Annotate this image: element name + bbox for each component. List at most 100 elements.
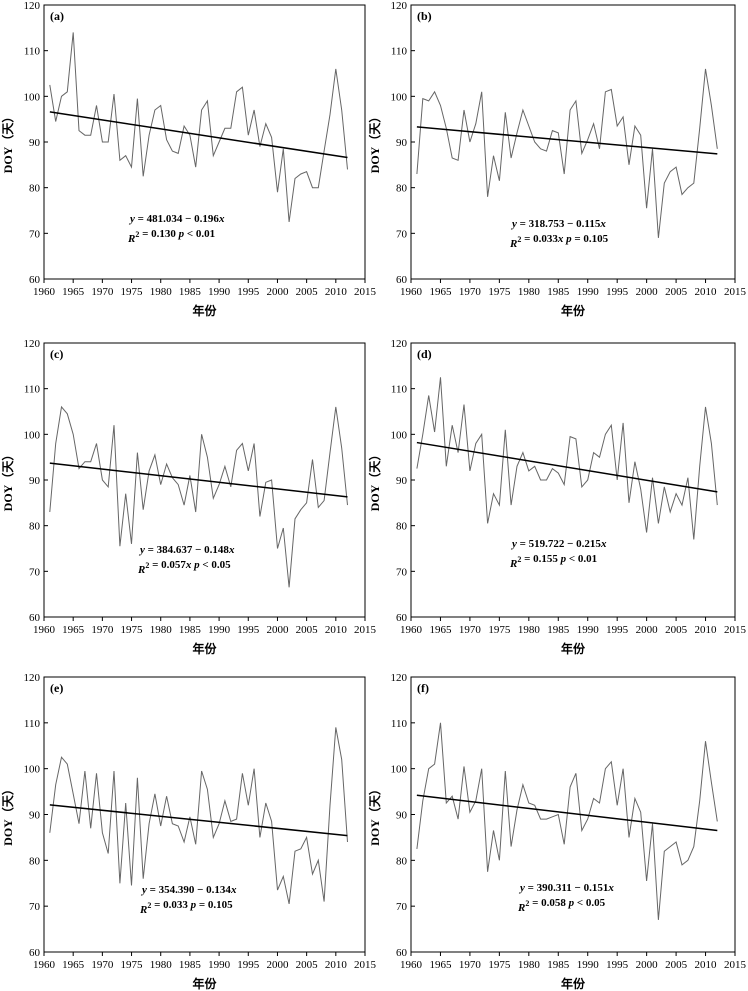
y-tick-label: 90 [396,137,408,149]
x-axis-title: 年份 [192,976,217,991]
x-tick-label: 1965 [429,286,452,298]
x-tick-label: 2010 [695,959,718,971]
y-tick-label: 110 [391,718,408,730]
x-tick-label: 1990 [577,959,600,971]
x-tick-label: 1985 [547,959,570,971]
x-tick-label: 1980 [150,286,173,298]
x-tick-label: 1965 [62,624,85,636]
y-tick-label: 100 [24,429,41,441]
chart-panel-f: 60 70 80 90 100 110 120 1960 1965 1970 1975 1980 198… [367,672,747,991]
x-tick-label: 1960 [400,959,423,971]
x-tick-label: 1980 [518,959,541,971]
x-tick-label: 1980 [518,624,541,636]
x-tick-label: 1960 [400,286,423,298]
x-tick-label: 2005 [296,286,319,298]
x-tick-label: 2015 [724,624,747,636]
x-tick-label: 2005 [665,286,688,298]
panel-label: (c) [50,347,63,361]
y-tick-label: 80 [29,183,41,195]
x-tick-label: 1960 [33,286,56,298]
y-tick-label: 80 [396,183,408,195]
regression-equation: y = 384.637 − 0.148x [138,544,235,556]
x-tick-label: 1990 [208,959,231,971]
x-tick-label: 1985 [547,624,570,636]
chart-panel-c: 60 70 80 90 100 110 120 1960 1965 1970 1975 1980 198… [0,338,377,656]
x-tick-label: 1965 [429,624,452,636]
x-tick-label: 2010 [325,624,348,636]
doy-series-line [49,405,348,588]
x-axis-title: 年份 [192,303,217,318]
y-tick-label: 60 [396,947,408,959]
y-tick-label: 120 [391,672,408,684]
x-tick-label: 1995 [606,624,629,636]
chart-panel-b: 60 70 80 90 100 110 120 1960 1965 1970 1975 1980 198… [367,0,747,318]
x-tick-label: 1980 [518,286,541,298]
panel-label: (d) [417,347,432,361]
x-tick-label: 1985 [179,624,202,636]
y-axis-title: DOY（天） [367,449,382,512]
x-tick-label: 2010 [325,959,348,971]
y-tick-label: 110 [391,384,408,396]
x-tick-label: 1980 [150,959,173,971]
x-axis-title: 年份 [561,976,586,991]
doy-series-line [49,32,348,222]
y-tick-label: 100 [391,429,408,441]
y-tick-label: 70 [396,901,408,913]
x-tick-label: 1970 [459,286,482,298]
doy-series-line [416,68,718,238]
y-tick-label: 100 [24,91,41,103]
x-tick-label: 2000 [636,624,659,636]
y-tick-label: 100 [391,764,408,776]
trend-line [49,111,348,159]
regression-stats: R2 = 0.033x p = 0.105 [509,233,609,250]
x-tick-label: 1990 [577,624,600,636]
y-tick-label: 60 [29,947,41,959]
y-tick-label: 70 [396,228,408,240]
y-axis-title: DOY（天） [0,783,15,846]
x-tick-label: 1985 [179,286,202,298]
x-axis-title: 年份 [192,641,217,656]
x-tick-label: 1995 [237,959,260,971]
y-tick-label: 120 [24,672,41,684]
x-tick-label: 2010 [695,624,718,636]
x-tick-label: 1980 [150,624,173,636]
x-tick-label: 1965 [62,286,85,298]
x-tick-label: 2000 [266,286,289,298]
y-tick-label: 70 [29,901,41,913]
regression-equation: y = 318.753 − 0.115x [510,218,606,230]
trend-line [416,441,718,493]
x-tick-label: 1990 [577,286,600,298]
y-tick-label: 90 [396,810,408,822]
panel-label: (f) [417,681,429,695]
x-tick-label: 2005 [665,959,688,971]
y-axis-title: DOY（天） [0,111,15,174]
x-tick-label: 2005 [296,959,319,971]
x-tick-label: 2015 [354,624,377,636]
chart-panel-d: 60 70 80 90 100 110 120 1960 1965 1970 1975 1980 198… [367,338,747,656]
y-tick-label: 100 [24,764,41,776]
x-tick-label: 1985 [179,959,202,971]
y-tick-label: 110 [24,384,41,396]
x-tick-label: 2015 [724,959,747,971]
y-tick-label: 60 [396,612,408,624]
y-tick-label: 110 [391,46,408,58]
y-tick-label: 120 [391,338,408,350]
x-tick-label: 2010 [325,286,348,298]
doy-series-line [416,722,718,920]
regression-equation: y = 481.034 − 0.196x [128,213,225,225]
x-tick-label: 1960 [33,624,56,636]
x-tick-label: 2000 [636,959,659,971]
y-tick-label: 60 [396,274,408,286]
panel-label: (a) [50,9,64,23]
x-tick-label: 2005 [296,624,319,636]
x-tick-label: 1990 [208,624,231,636]
y-tick-label: 80 [396,855,408,867]
x-tick-label: 1985 [547,286,570,298]
trend-line [416,126,718,155]
x-tick-label: 2010 [695,286,718,298]
chart-panel-a: 60 70 80 90 100 110 120 1960 1965 1970 1975 1980 198… [0,0,377,318]
doy-series-line [416,377,718,540]
regression-equation: y = 354.390 − 0.134x [140,884,237,896]
x-axis-title: 年份 [561,641,586,656]
y-tick-label: 70 [396,566,408,578]
